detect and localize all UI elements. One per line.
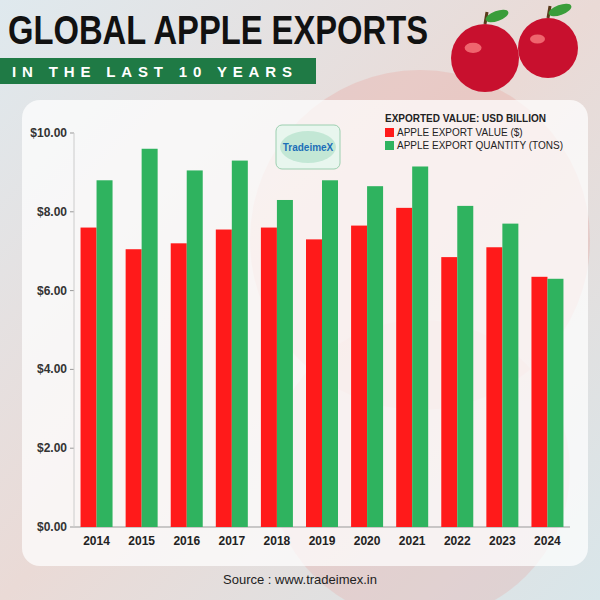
bar bbox=[171, 243, 187, 527]
y-tick bbox=[70, 211, 74, 212]
y-tick-label: $10.00 bbox=[30, 126, 67, 140]
y-tick bbox=[70, 133, 74, 134]
bar bbox=[261, 228, 277, 527]
bar bbox=[187, 170, 203, 527]
bar bbox=[412, 166, 428, 527]
subtitle-banner bbox=[0, 58, 316, 84]
apple-shine bbox=[465, 43, 482, 53]
y-axis-line bbox=[74, 133, 75, 527]
bar bbox=[351, 226, 367, 527]
logo-globe bbox=[280, 131, 336, 163]
apple-icon bbox=[518, 18, 578, 78]
bar bbox=[306, 239, 322, 527]
x-tick-label: 2022 bbox=[444, 534, 471, 548]
bar bbox=[441, 257, 457, 527]
subtitle: IN THE LAST 10 YEARS bbox=[12, 63, 292, 80]
apple-icon bbox=[451, 24, 519, 92]
bar bbox=[486, 247, 502, 527]
logo: TradeimeX bbox=[283, 142, 334, 153]
bar bbox=[81, 228, 97, 527]
y-tick-label: $0.00 bbox=[37, 520, 67, 534]
y-tick-label: $8.00 bbox=[37, 205, 67, 219]
y-tick bbox=[70, 369, 74, 370]
x-tick-label: 2023 bbox=[489, 534, 516, 548]
title: GLOBAL APPLE EXPORTS bbox=[8, 8, 428, 52]
bar bbox=[216, 230, 232, 527]
y-tick-label: $6.00 bbox=[37, 284, 67, 298]
bar bbox=[142, 149, 158, 527]
bar bbox=[367, 186, 383, 527]
background bbox=[0, 0, 600, 600]
x-tick-label: 2015 bbox=[128, 534, 155, 548]
bars bbox=[81, 149, 564, 527]
source: Source : www.tradeimex.in bbox=[223, 572, 377, 587]
y-tick-label: $4.00 bbox=[37, 362, 67, 376]
bar bbox=[322, 180, 338, 527]
bar bbox=[547, 279, 563, 527]
bar bbox=[502, 224, 518, 527]
bar bbox=[97, 180, 113, 527]
x-tick-label: 2016 bbox=[173, 534, 200, 548]
apple-leaf bbox=[547, 1, 573, 19]
bar bbox=[396, 208, 412, 527]
legend-swatch bbox=[385, 128, 394, 137]
x-tick-label: 2018 bbox=[264, 534, 291, 548]
apple-shine bbox=[530, 35, 545, 44]
chart-panel bbox=[22, 100, 588, 566]
bar bbox=[531, 277, 547, 527]
x-tick-label: 2014 bbox=[83, 534, 110, 548]
bar bbox=[277, 200, 293, 527]
x-tick-label: 2021 bbox=[399, 534, 426, 548]
legend-label: APPLE EXPORT VALUE ($) bbox=[397, 127, 523, 138]
y-tick bbox=[70, 448, 74, 449]
y-tick-label: $2.00 bbox=[37, 441, 67, 455]
x-tick-label: 2019 bbox=[309, 534, 336, 548]
legend-label: APPLE EXPORT QUANTITY (TONS) bbox=[397, 140, 563, 151]
bar bbox=[126, 249, 142, 527]
legend-swatch bbox=[385, 141, 394, 150]
legend-title: EXPORTED VALUE: USD BILLION bbox=[385, 113, 546, 124]
y-tick bbox=[70, 527, 74, 528]
bar bbox=[457, 206, 473, 527]
bar bbox=[232, 161, 248, 527]
x-tick-label: 2020 bbox=[354, 534, 381, 548]
logo-box bbox=[276, 125, 340, 169]
apple-leaf bbox=[484, 7, 510, 25]
y-tick bbox=[70, 290, 74, 291]
x-tick-label: 2024 bbox=[534, 534, 561, 548]
x-tick-label: 2017 bbox=[218, 534, 245, 548]
